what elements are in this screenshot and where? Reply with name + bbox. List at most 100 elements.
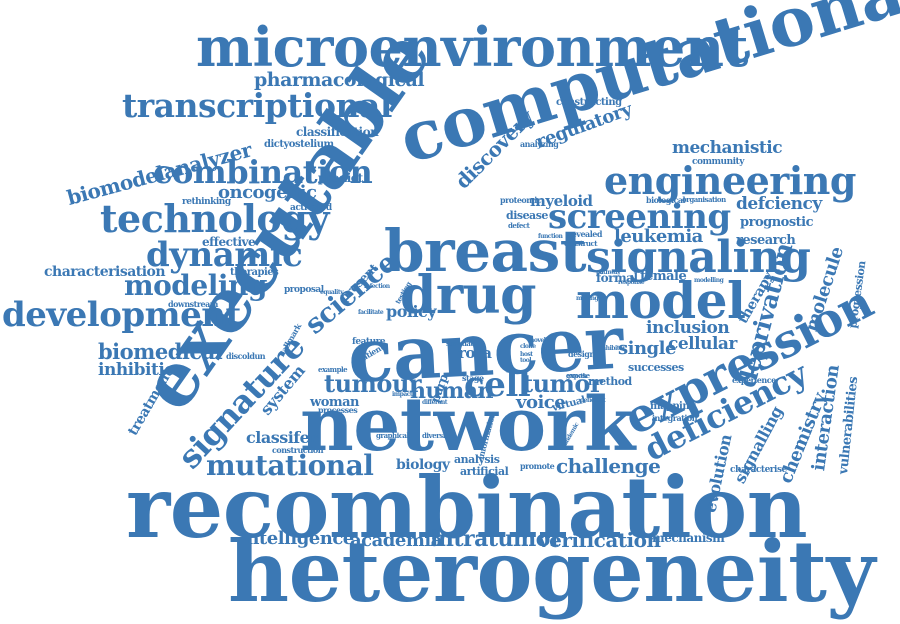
word-analysis: analysis — [454, 453, 500, 466]
word-characterise: characterise — [730, 465, 787, 475]
word-disease: disease — [506, 209, 548, 222]
word-recombination: recombination — [126, 458, 808, 557]
word-intelligence: intelligence — [240, 528, 354, 549]
word-rethinking: rethinking — [182, 197, 231, 207]
word-effective: effective — [202, 235, 256, 249]
word-novel: novel — [530, 337, 546, 344]
word-challenge: challenge — [556, 454, 661, 478]
word-mutational: mutational — [206, 449, 374, 482]
word-example: example — [318, 365, 348, 374]
word-defect: defect — [508, 221, 530, 230]
word-pharmacological: pharmacological — [254, 69, 425, 91]
word-prognostic: prognostic — [740, 215, 814, 230]
word-making: making — [576, 295, 599, 302]
word-deficient: deficient — [580, 397, 606, 404]
word-technology: technology — [100, 196, 329, 241]
word-discoldun: discoldun — [226, 351, 266, 361]
word-function: function — [538, 233, 563, 240]
word-tumor: tumor — [522, 369, 603, 398]
word-tool: tool — [520, 357, 532, 364]
word-cellular: cellular — [668, 334, 737, 354]
word-inclusion: inclusion — [646, 318, 730, 338]
word-screening: screening — [548, 197, 731, 237]
word-inhibitor: inhibitor — [600, 345, 626, 352]
word-response: response — [618, 279, 645, 286]
word-model: model — [576, 271, 746, 330]
word-voice: voice — [516, 392, 566, 413]
word-predict: predict — [318, 171, 363, 185]
word-construct: construct — [564, 239, 597, 248]
word-policy: policy — [386, 302, 437, 321]
word-community: community — [692, 157, 744, 167]
word-intratumor: intratumor — [430, 526, 562, 552]
word-dynamic: dynamic — [146, 235, 303, 275]
word-classification: classification — [296, 125, 379, 139]
word-stage: stage — [462, 373, 484, 383]
word-data: data — [462, 339, 478, 348]
word-combination: combination — [153, 153, 373, 191]
word-diversity: diversity — [422, 431, 452, 440]
word-female: female — [640, 269, 687, 284]
word-research: research — [736, 233, 796, 248]
word-oncogenic: oncogenic — [218, 182, 317, 203]
word-design: design — [568, 349, 595, 359]
word-signaling: signaling — [586, 232, 811, 283]
word-mechanism: mechanism — [652, 531, 725, 545]
word-engineering: engineering — [604, 158, 856, 203]
word-expose: expose — [566, 371, 590, 380]
word-mapping: mapping — [650, 401, 696, 412]
word-vulnerabilities: vulnerabilities — [836, 376, 862, 476]
word-transcriptional: transcriptional — [122, 86, 392, 125]
word-human: human — [410, 378, 494, 404]
word-woman: woman — [310, 395, 360, 410]
word-network: network — [300, 382, 635, 468]
word-inhibition: inhibition — [98, 360, 188, 380]
word-academia: academia — [350, 530, 442, 551]
word-growth: growth — [566, 373, 587, 380]
word-infection: infection — [364, 283, 390, 290]
word-development: development — [2, 295, 241, 335]
word-modeling: modeling — [124, 269, 267, 302]
word-successes: successes — [628, 361, 684, 374]
word-microenvironment: microenvironment — [196, 15, 748, 79]
word-host: host — [520, 351, 533, 358]
word-feature: feature — [352, 337, 386, 347]
word-leukemia: leukemia — [614, 226, 703, 247]
word-modelling: modelling — [694, 277, 724, 284]
word-single: single — [618, 338, 676, 359]
word-processes: processes — [318, 405, 358, 415]
word-artificial: artificial — [460, 465, 509, 478]
word-different: different — [422, 399, 448, 406]
word-activated: activated — [290, 203, 332, 213]
word-constructing: constructing — [556, 97, 622, 108]
word-pathway: pathway — [596, 269, 621, 276]
word-mechanistic: mechanistic — [672, 138, 783, 158]
word-equality: equality — [320, 289, 344, 296]
word-breast: breast — [384, 217, 587, 285]
word-tumour: tumour — [324, 369, 422, 398]
word-biology: biology — [396, 457, 450, 473]
word-biomedical: biomedical — [98, 339, 223, 364]
word-proteomic: proteomic — [500, 195, 542, 205]
word-classifer: classifer — [246, 428, 318, 447]
word-proposal: proposal — [284, 285, 324, 295]
word-impact: impact — [392, 391, 413, 398]
word-revealed: revealed — [568, 229, 602, 239]
word-downstream: downstream — [168, 299, 218, 309]
word-heterogeneity: heterogeneity — [228, 522, 875, 621]
word-integration: integration — [652, 413, 698, 423]
word-formal: formal — [596, 271, 638, 285]
word-characterisation: characterisation — [44, 264, 166, 280]
word-drug: drug — [400, 265, 536, 326]
word-biological: biological — [646, 195, 686, 205]
word-myeloid: myeloid — [530, 192, 593, 210]
word-scale: scale — [446, 339, 464, 348]
word-facilitate: facilitate — [358, 309, 384, 316]
word-rora: rora — [458, 344, 492, 362]
word-organisation: organisation — [682, 195, 726, 204]
word-experience: experience — [732, 375, 776, 385]
word-therapies: therapies — [230, 267, 279, 278]
word-promote: promote — [520, 461, 555, 471]
word-clone: clone — [520, 343, 536, 350]
